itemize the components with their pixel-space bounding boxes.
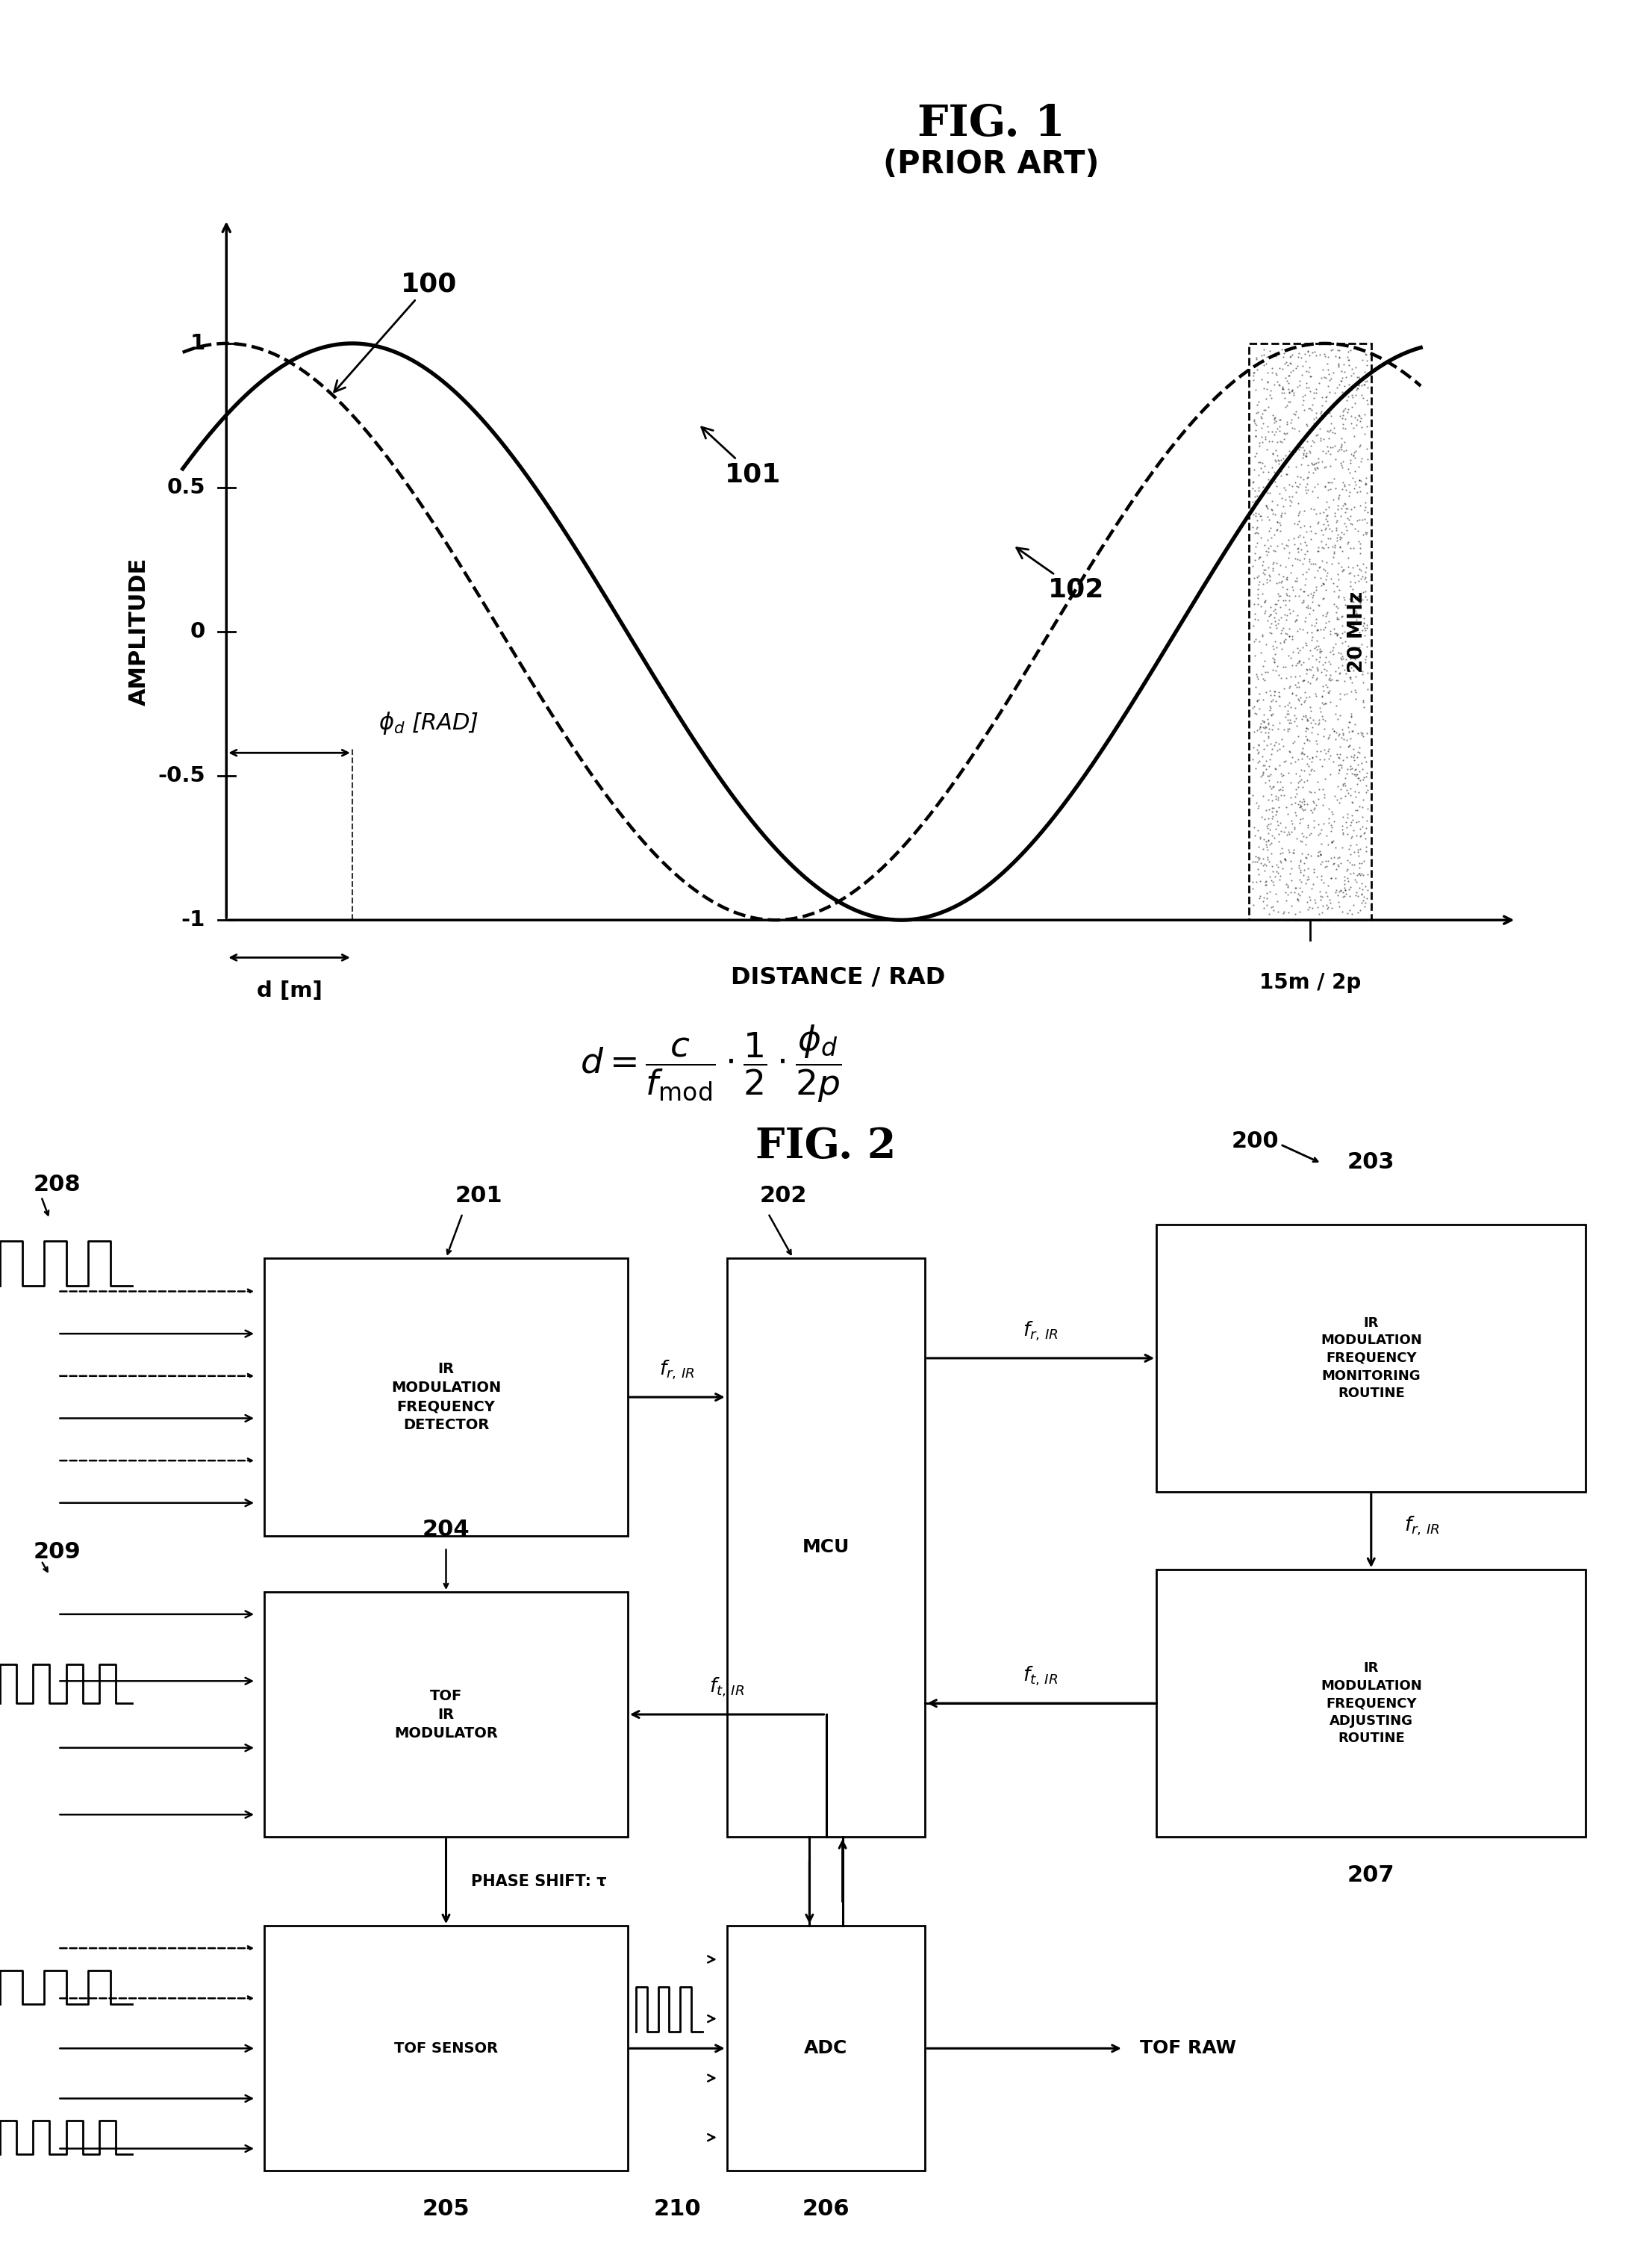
Text: -0.5: -0.5 [159,765,205,787]
Text: 208: 208 [33,1174,81,1196]
Bar [264,1925,628,2170]
Text: $\phi_d$ [RAD]: $\phi_d$ [RAD] [378,711,479,735]
Text: 15m / 2p: 15m / 2p [1259,972,1361,992]
Text: 206: 206 [803,2197,849,2220]
Text: TOF
IR
MODULATOR: TOF IR MODULATOR [395,1689,497,1741]
Text: PHASE SHIFT: τ: PHASE SHIFT: τ [471,1873,606,1889]
Bar [264,1592,628,1837]
Text: 207: 207 [1348,1864,1394,1887]
Text: $d = \dfrac{c}{f_{\mathrm{mod}}} \cdot \dfrac{1}{2} \cdot \dfrac{\phi_d}{2p}$: $d = \dfrac{c}{f_{\mathrm{mod}}} \cdot \… [580,1023,841,1104]
Text: IR
MODULATION
FREQUENCY
ADJUSTING
ROUTINE: IR MODULATION FREQUENCY ADJUSTING ROUTIN… [1320,1662,1422,1745]
Text: FIG. 2: FIG. 2 [755,1127,897,1167]
Text: TOF SENSOR: TOF SENSOR [395,2042,497,2056]
Text: 205: 205 [423,2197,469,2220]
Text: 210: 210 [654,2197,700,2220]
Text: AMPLITUDE: AMPLITUDE [129,558,150,706]
Text: FIG. 1: FIG. 1 [917,103,1066,144]
Bar [1156,1570,1586,1837]
Text: 1: 1 [190,333,205,353]
Text: TOF RAW: TOF RAW [1140,2040,1236,2058]
Text: -1: -1 [182,909,205,931]
Text: 101: 101 [702,427,781,488]
Text: $f_{r,\,IR}$: $f_{r,\,IR}$ [1023,1320,1059,1343]
Text: 204: 204 [423,1518,469,1541]
Bar [727,1925,925,2170]
Text: IR
MODULATION
FREQUENCY
MONITORING
ROUTINE: IR MODULATION FREQUENCY MONITORING ROUTI… [1320,1316,1422,1401]
Text: $f_{r,\,IR}$: $f_{r,\,IR}$ [1404,1514,1441,1536]
Text: 100: 100 [334,272,458,391]
Bar [264,1257,628,1536]
Text: MCU: MCU [803,1538,849,1556]
Bar [1249,344,1371,920]
Text: 203: 203 [1348,1151,1394,1174]
Text: $f_{r,\,IR}$: $f_{r,\,IR}$ [659,1358,695,1381]
Text: DISTANCE / RAD: DISTANCE / RAD [730,967,945,990]
Text: 20 MHz: 20 MHz [1348,591,1366,672]
Text: 202: 202 [760,1185,808,1208]
Bar [1156,1223,1586,1491]
Bar [727,1257,925,1837]
Text: 209: 209 [33,1541,81,1563]
Text: (PRIOR ART): (PRIOR ART) [884,148,1099,180]
Text: $f_{t,\,IR}$: $f_{t,\,IR}$ [1023,1664,1059,1687]
Text: d [m]: d [m] [256,981,322,1001]
Text: 0: 0 [190,621,205,643]
Text: 201: 201 [456,1185,502,1208]
Text: 200: 200 [1232,1131,1279,1151]
Text: ADC: ADC [805,2040,847,2058]
Text: 102: 102 [1016,549,1104,603]
Text: IR
MODULATION
FREQUENCY
DETECTOR: IR MODULATION FREQUENCY DETECTOR [392,1363,501,1433]
Text: $f_{t,\,IR}$: $f_{t,\,IR}$ [709,1676,745,1698]
Text: 0.5: 0.5 [167,477,205,497]
